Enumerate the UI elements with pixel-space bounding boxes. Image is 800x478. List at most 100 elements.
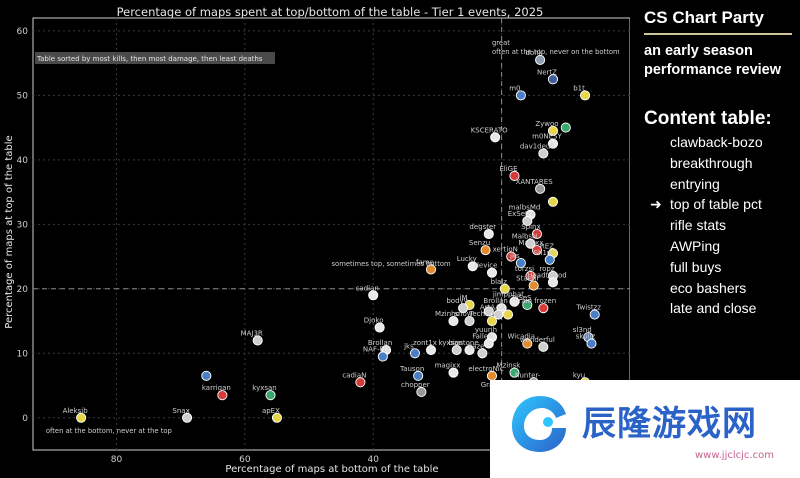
data-point	[490, 132, 501, 143]
toc-item[interactable]: late and close	[650, 300, 763, 321]
toc-item[interactable]: full buys	[650, 259, 763, 280]
note-text: Table sorted by most kills, then most da…	[36, 55, 263, 63]
data-point	[483, 228, 494, 240]
point-label: Techno4K	[468, 310, 503, 318]
point-label: m0NESY	[532, 133, 562, 141]
data-point	[448, 367, 459, 378]
watermark-url: www.jjclcjc.com	[695, 450, 774, 461]
y-tick-label: 0	[22, 414, 28, 424]
data-point	[522, 299, 533, 310]
toc-item[interactable]: rifle stats	[650, 217, 763, 238]
point-label: malbsMd	[509, 204, 541, 212]
point-label: ArtAAA	[480, 304, 505, 312]
point-label: kyu	[573, 371, 585, 379]
point-label: skullz	[576, 333, 596, 341]
data-point	[531, 228, 542, 240]
data-point	[515, 257, 526, 269]
y-tick-label: 10	[17, 349, 29, 359]
data-point	[522, 338, 533, 349]
point-label: bodyy	[446, 297, 467, 305]
point-label: XANTARES	[516, 178, 554, 186]
point-label: Brollan	[483, 297, 507, 305]
toc-item-label: breakthrough	[670, 154, 753, 171]
data-point	[252, 335, 263, 346]
point-label: ExSetre	[508, 210, 535, 218]
point-label: wonderful	[520, 336, 555, 344]
toc-item-label: entrying	[670, 175, 720, 192]
data-point	[201, 370, 212, 381]
data-point	[480, 245, 491, 256]
point-label: EliGE	[499, 165, 517, 173]
data-point	[499, 283, 510, 294]
sidebar: CS Chart Party an early season performan…	[630, 0, 800, 478]
data-point	[538, 303, 549, 314]
toc-item[interactable]: AWPing	[650, 238, 763, 259]
data-point	[464, 315, 475, 327]
dragon-logo-icon	[512, 396, 566, 452]
point-label: kyxsan	[252, 384, 276, 392]
toc-item-label: rifle stats	[670, 217, 727, 234]
point-label: Zywoo	[535, 120, 558, 128]
point-label: rain frozen	[519, 297, 557, 305]
toc-item[interactable]: eco bashers	[650, 280, 763, 301]
point-label: degster	[469, 223, 496, 231]
data-point	[538, 148, 549, 159]
point-label: karrigan	[202, 384, 231, 392]
data-point	[525, 270, 536, 281]
data-point	[265, 390, 276, 401]
point-label: HeadtoGod	[527, 271, 566, 279]
point-label: iM	[460, 294, 468, 302]
region-annotation: often at the top, never on the bottom	[492, 48, 620, 56]
point-label: bigstone	[448, 339, 478, 347]
data-point	[458, 303, 469, 314]
point-label: jimpphat	[492, 291, 524, 299]
point-label: Djoko	[364, 316, 384, 324]
point-label: Lucky	[457, 255, 477, 263]
x-tick-label: 60	[239, 455, 251, 465]
point-label: dav1deuS	[520, 142, 556, 150]
toc-item[interactable]: entrying	[650, 176, 763, 197]
chart-title: Percentage of maps spent at top/bottom o…	[117, 5, 544, 19]
data-point	[413, 370, 424, 381]
labels-layer: donk NertZ b1t m0 Zywoo KSCERATO m0NESYdav1deu…	[63, 49, 602, 415]
point-label: Tauson	[399, 365, 424, 373]
brand-title: CS Chart Party	[644, 8, 764, 27]
point-label: blalz	[491, 278, 508, 286]
toc-item-label: top of table pct	[670, 196, 762, 213]
data-point	[547, 196, 559, 207]
data-point	[509, 296, 520, 307]
data-point	[483, 338, 494, 349]
toc-item[interactable]: ➜ top of table pct	[650, 196, 763, 217]
x-tick-label: 40	[367, 455, 379, 465]
data-point	[477, 348, 488, 359]
data-point	[586, 338, 597, 349]
data-point	[560, 122, 571, 133]
data-point	[531, 245, 542, 256]
point-label: kyxsan	[438, 339, 462, 347]
point-label: cadian	[356, 284, 379, 292]
toc-item-label: eco bashers	[670, 279, 747, 296]
point-label: Staehr	[516, 275, 539, 283]
data-point	[538, 341, 549, 352]
point-label: ropz	[539, 265, 554, 273]
point-label: jks	[509, 252, 520, 260]
toc-item[interactable]: clawback-bozo	[650, 134, 763, 155]
current-item-arrow-icon: ➜	[650, 196, 662, 213]
point-label: cadiaN	[342, 371, 366, 379]
data-point	[368, 290, 379, 301]
point-label: Brollan	[368, 339, 392, 347]
region-annotation: often at the bottom, never at the top	[46, 427, 172, 435]
point-label: b1t	[573, 84, 585, 92]
data-point	[535, 54, 546, 65]
toc-item[interactable]: breakthrough	[650, 155, 763, 176]
y-tick-label: 50	[17, 91, 29, 101]
data-point	[589, 309, 600, 320]
point-label: Spinx	[521, 223, 540, 231]
point-label: Mzinho	[435, 310, 460, 318]
data-point	[451, 345, 462, 356]
data-point	[416, 386, 427, 398]
point-label: NAF-FLY	[363, 346, 392, 354]
point-label: kaze	[468, 342, 484, 350]
point-label: FalleN	[472, 333, 493, 341]
point-label: MalbsN	[512, 233, 538, 241]
